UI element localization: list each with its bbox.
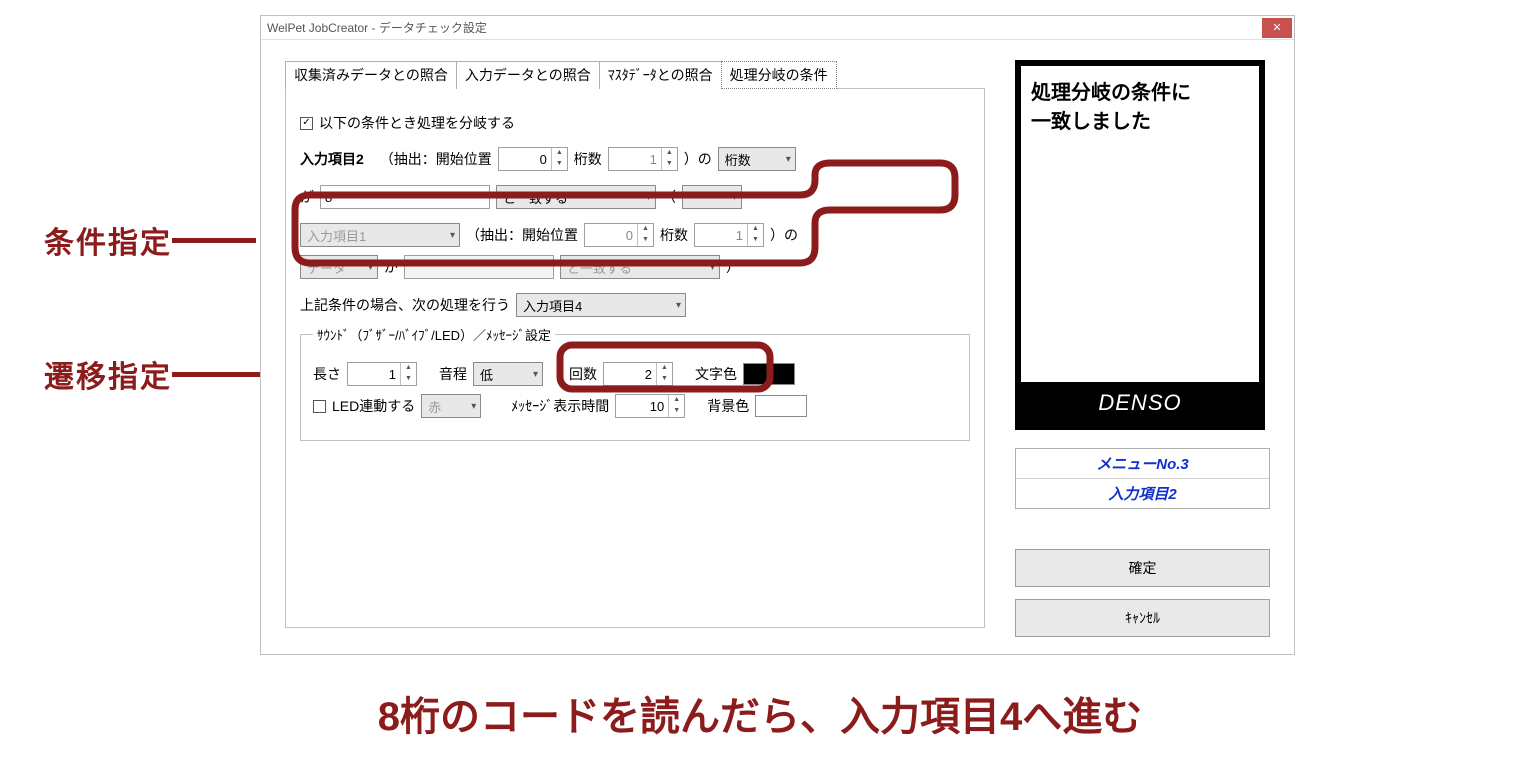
spinner-arrows-icon: ▲▼ [637, 224, 653, 246]
lbl-tone: 音程 [439, 364, 467, 384]
lbl-close-of: ）の [684, 149, 712, 169]
preview-list-item-2: 入力項目2 [1016, 479, 1269, 508]
group-sound-legend: ｻｳﾝﾄﾞ（ﾌﾞｻﾞｰ/ﾊﾞｲﾌﾞ/LED）／ﾒｯｾｰｼﾞ設定 [313, 325, 555, 344]
lbl-next: 上記条件の場合、次の処理を行う [300, 295, 510, 315]
lbl-ga2: が [384, 257, 398, 277]
combo-match2[interactable]: と一致する [560, 255, 720, 279]
combo-tone[interactable]: 低 [473, 362, 543, 386]
close-icon: ✕ [1272, 21, 1281, 34]
preview-line1: 処理分岐の条件に [1031, 76, 1249, 105]
chk-led[interactable]: LED連動する [313, 396, 415, 416]
lbl-ga: が [300, 187, 314, 207]
lbl-extract: （抽出：開始位置 [380, 149, 492, 169]
device-preview: 処理分岐の条件に 一致しました DENSO [1015, 60, 1265, 430]
lbl-digits: 桁数 [574, 149, 602, 169]
anno-line-1 [172, 238, 256, 243]
anno-label-2: 遷移指定 [44, 352, 172, 396]
lbl-count: 回数 [569, 364, 597, 384]
spinner-arrows-icon: ▲▼ [747, 224, 763, 246]
chk-enable-branch-label: 以下の条件とき処理を分岐する [319, 113, 515, 133]
preview-line2: 一致しました [1031, 105, 1249, 134]
input-value8[interactable] [320, 185, 490, 209]
combo-empty[interactable] [682, 185, 742, 209]
spin-count-value[interactable] [604, 363, 656, 385]
device-screen: 処理分岐の条件に 一致しました [1021, 66, 1259, 382]
spinner-arrows-icon: ▲▼ [551, 148, 567, 170]
anno-label-1: 条件指定 [44, 218, 172, 262]
checkbox-icon: ✓ [300, 117, 313, 130]
bgcolor-swatch[interactable] [755, 395, 807, 417]
combo-data[interactable]: データ [300, 255, 378, 279]
input-value-disabled [404, 255, 554, 279]
dialog-window: WelPet JobCreator - データチェック設定 ✕ 収集済みデータと… [260, 15, 1295, 655]
spin-start2[interactable]: ▲▼ [584, 223, 654, 247]
lbl-close-paren: ） [726, 257, 740, 277]
combo-led-color[interactable]: 赤 [421, 394, 481, 418]
spin-start1[interactable]: ▲▼ [498, 147, 568, 171]
lbl-length: 長さ [313, 364, 341, 384]
preview-list-item-1: メニューNo.3 [1016, 449, 1269, 479]
cancel-button[interactable]: ｷｬﾝｾﾙ [1015, 599, 1270, 637]
panel-branch: ✓ 以下の条件とき処理を分岐する 入力項目2 （抽出：開始位置 ▲▼ 桁数 [285, 88, 985, 628]
spin-length-value[interactable] [348, 363, 400, 385]
lbl-bgcolor: 背景色 [707, 396, 749, 416]
lbl-input-item2: 入力項目2 [300, 149, 364, 169]
combo-match1[interactable]: と一致する [496, 185, 656, 209]
spin-digits2-value[interactable] [695, 224, 747, 246]
caption-text: 8桁のコードを読んだら、入力項目4へ進む [0, 684, 1520, 742]
lbl-extract2: （抽出：開始位置 [466, 225, 578, 245]
spin-digits1-value[interactable] [609, 148, 661, 170]
window-title: WelPet JobCreator - データチェック設定 [267, 19, 487, 36]
spinner-arrows-icon: ▲▼ [661, 148, 677, 170]
ok-button[interactable]: 確定 [1015, 549, 1270, 587]
lbl-digits2: 桁数 [660, 225, 688, 245]
titlebar: WelPet JobCreator - データチェック設定 ✕ [261, 16, 1294, 40]
lbl-textcolor: 文字色 [695, 364, 737, 384]
spin-start2-value[interactable] [585, 224, 637, 246]
preview-list: メニューNo.3 入力項目2 [1015, 448, 1270, 509]
lbl-close-of2: ）の [770, 225, 798, 245]
textcolor-swatch[interactable] [743, 363, 795, 385]
spinner-arrows-icon: ▲▼ [656, 363, 672, 385]
spin-count[interactable]: ▲▼ [603, 362, 673, 386]
spin-digits2[interactable]: ▲▼ [694, 223, 764, 247]
tab-input[interactable]: 入力データとの照合 [456, 61, 600, 89]
spin-length[interactable]: ▲▼ [347, 362, 417, 386]
checkbox-icon [313, 400, 326, 413]
spinner-arrows-icon: ▲▼ [400, 363, 416, 385]
tab-branch[interactable]: 処理分岐の条件 [721, 61, 837, 89]
close-button[interactable]: ✕ [1262, 18, 1292, 38]
spin-msg-time-value[interactable] [616, 395, 668, 417]
lbl-open-paren: （ [662, 187, 676, 207]
tab-strip: 収集済みデータとの照合 入力データとの照合 ﾏｽﾀﾃﾞｰﾀとの照合 処理分岐の条… [285, 60, 995, 88]
combo-item1[interactable]: 入力項目1 [300, 223, 460, 247]
device-logo: DENSO [1021, 382, 1259, 424]
tab-collected[interactable]: 収集済みデータとの照合 [285, 61, 457, 89]
group-sound: ｻｳﾝﾄﾞ（ﾌﾞｻﾞｰ/ﾊﾞｲﾌﾞ/LED）／ﾒｯｾｰｼﾞ設定 長さ ▲▼ 音程… [300, 325, 970, 441]
spin-start1-value[interactable] [499, 148, 551, 170]
chk-led-label: LED連動する [332, 396, 415, 416]
spin-digits1[interactable]: ▲▼ [608, 147, 678, 171]
spinner-arrows-icon: ▲▼ [668, 395, 684, 417]
combo-next[interactable]: 入力項目4 [516, 293, 686, 317]
spin-msg-time[interactable]: ▲▼ [615, 394, 685, 418]
lbl-msg-time: ﾒｯｾｰｼﾞ表示時間 [511, 396, 609, 416]
combo-measure[interactable]: 桁数 [718, 147, 796, 171]
chk-enable-branch[interactable]: ✓ 以下の条件とき処理を分岐する [300, 113, 515, 133]
tab-master[interactable]: ﾏｽﾀﾃﾞｰﾀとの照合 [599, 61, 722, 89]
